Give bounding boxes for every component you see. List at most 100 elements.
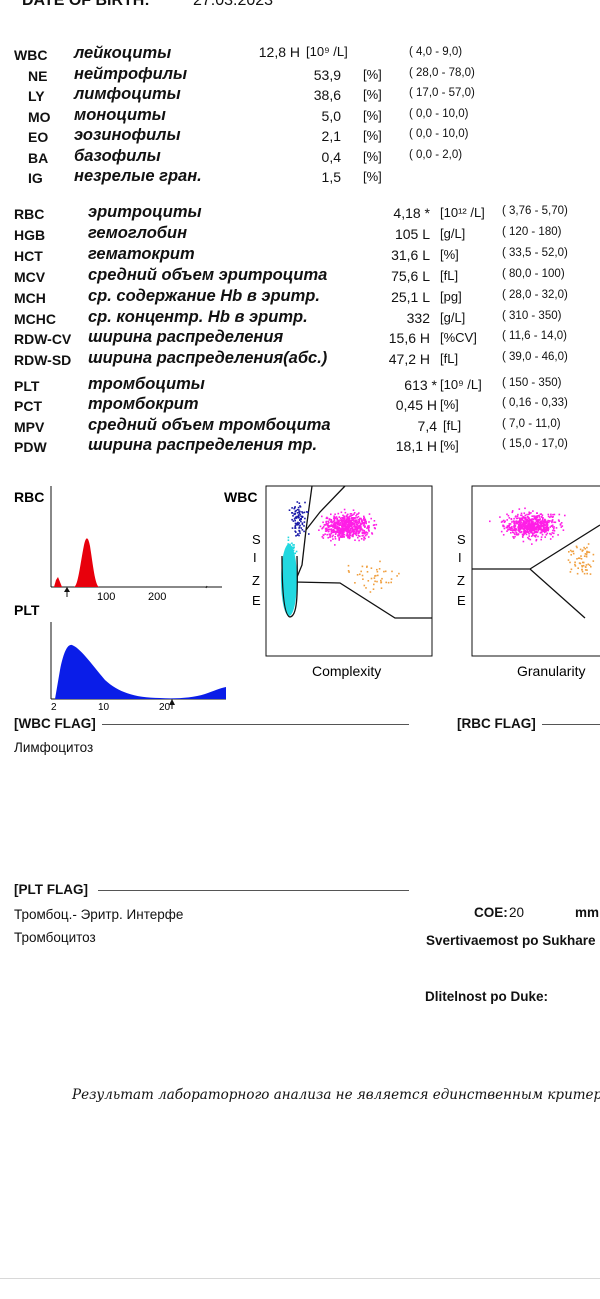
scatter-point — [515, 521, 517, 523]
scatter-point — [537, 520, 540, 523]
scatter-point — [522, 519, 524, 522]
scatter-point — [560, 526, 563, 528]
param-unit: [%] — [440, 246, 459, 262]
graphs-area: RBC 100 200 PLT 2 10 20 WBC S I Z E Comp… — [14, 485, 600, 710]
param-name: тромбокрит — [88, 395, 199, 414]
scatter-point — [346, 520, 349, 522]
scatter-point — [333, 527, 336, 529]
scatter-point — [349, 515, 351, 517]
scatter-point — [330, 519, 333, 521]
scatter-point — [374, 580, 376, 583]
scatter-point — [518, 508, 521, 510]
scatter-point — [335, 516, 338, 518]
scatter-point — [560, 522, 563, 524]
scatter-point — [338, 521, 340, 523]
scatter-point — [360, 520, 363, 522]
scatter-point — [361, 574, 364, 577]
scatter-point — [592, 560, 595, 562]
scatter-point — [537, 529, 540, 532]
scatter-point — [298, 502, 301, 504]
scatter-point — [530, 522, 533, 524]
scatter-point — [339, 519, 341, 521]
scatter-point — [335, 532, 337, 534]
scatter-point — [531, 527, 533, 529]
scatter-point — [344, 511, 347, 514]
scatter-point — [370, 567, 373, 569]
scatter-point — [521, 514, 523, 517]
scatter-point — [295, 535, 297, 537]
scatter-point — [331, 524, 334, 527]
scatter-point — [303, 530, 305, 533]
granularity-scattergram-frame — [471, 485, 600, 657]
param-code: RDW-SD — [14, 352, 72, 369]
param-unit: [fL] — [440, 351, 459, 367]
scatter-point — [296, 508, 299, 511]
param-reference-range: ( 39,0 - 46,0) — [502, 351, 568, 364]
scatter-point — [514, 525, 517, 527]
size-letter-s-2: S — [457, 532, 466, 547]
scatter-point — [551, 524, 554, 527]
scatter-point — [296, 515, 299, 518]
scatter-point — [589, 573, 592, 575]
coe-unit: mm — [575, 905, 600, 920]
scatter-point — [336, 530, 339, 532]
scatter-point — [511, 511, 514, 514]
scatter-point — [339, 530, 341, 532]
scatter-point — [291, 527, 294, 529]
scatter-point — [537, 523, 540, 525]
param-name: средний объем эритроцита — [88, 265, 328, 284]
scatter-point — [294, 522, 297, 525]
param-code: PCT — [14, 398, 42, 415]
param-unit: [%] — [363, 107, 382, 123]
scatter-point — [562, 529, 565, 531]
param-value: 38,6 — [313, 87, 341, 103]
scatter-point — [500, 521, 503, 523]
scatter-point — [528, 533, 530, 535]
scatter-point — [535, 515, 537, 518]
complexity-label: Complexity — [312, 663, 381, 679]
scatter-point — [380, 587, 383, 589]
scatter-point — [342, 534, 344, 536]
scatter-point — [373, 583, 375, 586]
scatter-point — [346, 518, 348, 520]
scatter-point — [515, 517, 518, 520]
scatter-point — [535, 539, 537, 542]
scatter-point — [527, 516, 530, 519]
scatter-point — [360, 538, 363, 540]
scatter-point — [344, 518, 346, 521]
scatter-point — [353, 520, 355, 522]
scatter-point — [524, 519, 526, 522]
scatter-point — [518, 529, 521, 531]
scatter-point — [297, 506, 300, 509]
scatter-point — [337, 526, 340, 529]
scatter-point — [319, 525, 322, 528]
scatter-point — [557, 534, 559, 536]
scatter-point — [346, 532, 348, 534]
scatter-point — [533, 525, 535, 528]
rbc-histogram-curve — [74, 538, 99, 587]
scatter-point — [522, 540, 525, 543]
scatter-point — [328, 533, 331, 536]
scatter-point — [548, 520, 551, 522]
scatter-point — [354, 525, 356, 527]
scatter-point — [343, 519, 345, 522]
scatter-point — [553, 513, 556, 516]
scatter-point — [304, 501, 306, 504]
scatter-point — [538, 516, 541, 518]
scatter-point — [520, 518, 522, 520]
dob-value: 27.03.2023 — [193, 0, 274, 9]
scatter-point — [337, 519, 340, 522]
scatter-point — [342, 521, 344, 523]
param-value: 5,0 — [321, 107, 341, 124]
scatter-point — [344, 528, 347, 531]
scatter-point — [546, 521, 548, 523]
scatter-point — [533, 532, 535, 534]
scatter-point — [547, 529, 549, 531]
scatter-point — [533, 528, 536, 531]
scatter-point — [514, 527, 517, 530]
plt-graph-label: PLT — [14, 602, 40, 618]
scatter-point — [531, 515, 533, 517]
scatter-point — [500, 530, 503, 533]
scatter-point — [518, 531, 521, 533]
scatter-point — [303, 511, 306, 514]
